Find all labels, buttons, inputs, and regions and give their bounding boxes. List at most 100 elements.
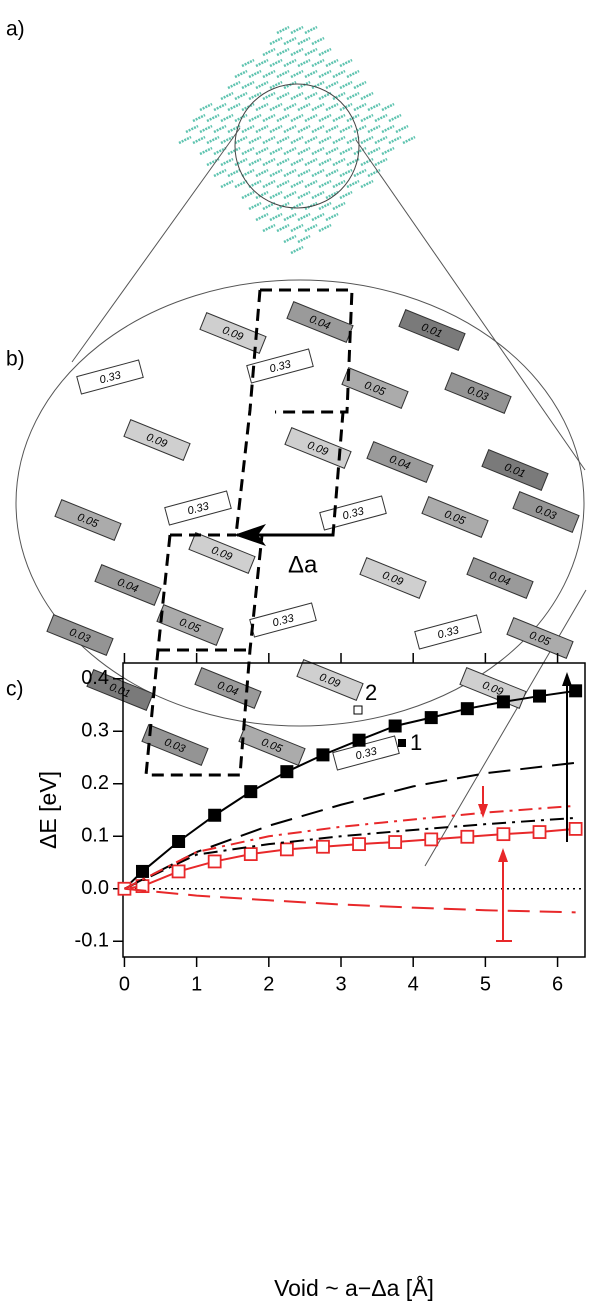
molecule-icon bbox=[248, 157, 262, 167]
point-marker bbox=[424, 711, 438, 725]
molecule: 0.04 bbox=[366, 441, 434, 483]
molecule-icon bbox=[220, 91, 234, 101]
y-tick-label: 0.3 bbox=[81, 720, 109, 742]
molecule-icon bbox=[318, 179, 332, 189]
molecule-icon bbox=[304, 223, 318, 233]
molecule-icon bbox=[346, 91, 360, 101]
molecule-icon bbox=[360, 135, 374, 145]
molecule-icon bbox=[304, 69, 318, 79]
molecule-icon bbox=[234, 179, 248, 189]
x-tick-label: 6 bbox=[552, 973, 563, 995]
molecule-icon bbox=[192, 113, 206, 123]
x-tick-label: 0 bbox=[119, 973, 130, 995]
x-axis-label: Void ~ a−Δa [Å] bbox=[274, 1274, 434, 1301]
molecule-icon bbox=[220, 135, 234, 145]
molecule-box bbox=[341, 367, 409, 409]
molecule-icon bbox=[311, 36, 325, 46]
molecule-icon bbox=[304, 157, 318, 167]
molecule-box bbox=[398, 309, 466, 351]
molecule-icon bbox=[262, 113, 276, 123]
molecule-icon bbox=[360, 157, 374, 167]
point-marker bbox=[533, 689, 547, 703]
molecule-icon bbox=[353, 146, 367, 156]
molecule-icon bbox=[234, 113, 248, 123]
molecule-icon bbox=[283, 124, 297, 134]
molecule-icon bbox=[346, 113, 360, 123]
molecule: 0.04 bbox=[466, 557, 534, 599]
molecule-box bbox=[421, 496, 489, 538]
molecule: 0.09 bbox=[359, 557, 427, 599]
molecule-icon bbox=[346, 157, 360, 167]
molecule: 0.33 bbox=[246, 348, 314, 384]
molecule: 0.04 bbox=[94, 564, 162, 606]
molecule-icon bbox=[248, 91, 262, 101]
molecule-box bbox=[76, 359, 144, 395]
molecule-icon bbox=[346, 69, 360, 79]
molecule-icon bbox=[276, 25, 290, 35]
molecule: 0.05 bbox=[238, 724, 306, 766]
molecule-icon bbox=[332, 201, 346, 211]
molecule: 0.09 bbox=[199, 312, 267, 354]
molecule-icon bbox=[346, 179, 360, 189]
molecule-icon bbox=[241, 80, 255, 90]
molecule-icon bbox=[402, 135, 416, 145]
molecule-icon bbox=[325, 190, 339, 200]
molecule-icon bbox=[255, 146, 269, 156]
molecule-icon bbox=[269, 146, 283, 156]
molecule-icon bbox=[283, 80, 297, 90]
molecule-icon bbox=[262, 91, 276, 101]
molecule-icon bbox=[304, 47, 318, 57]
molecule: 0.03 bbox=[141, 724, 209, 766]
molecule-icon bbox=[255, 212, 269, 222]
molecule: 0.03 bbox=[46, 614, 114, 656]
molecule-icon bbox=[346, 135, 360, 145]
molecule-icon bbox=[353, 168, 367, 178]
y-axis-label: ΔE [eV] bbox=[35, 771, 61, 849]
molecule-icon bbox=[241, 124, 255, 134]
molecule-box bbox=[466, 557, 534, 599]
molecule-icon bbox=[325, 124, 339, 134]
point-marker bbox=[568, 822, 583, 836]
molecule-icon bbox=[290, 25, 304, 35]
molecule-icon bbox=[227, 102, 241, 112]
point-marker bbox=[279, 842, 294, 857]
molecule-icon bbox=[276, 135, 290, 145]
molecule-icon bbox=[311, 168, 325, 178]
annotation-arrow-head bbox=[478, 804, 488, 818]
molecule-box bbox=[359, 557, 427, 599]
molecule-icon bbox=[255, 168, 269, 178]
zoom-circle bbox=[234, 83, 360, 209]
molecule-icon bbox=[213, 168, 227, 178]
molecule-icon bbox=[269, 36, 283, 46]
molecule-icon bbox=[381, 102, 395, 112]
x-tick-label: 3 bbox=[335, 973, 346, 995]
molecule-box bbox=[481, 449, 549, 491]
molecule-box bbox=[141, 724, 209, 766]
point-marker bbox=[388, 835, 403, 849]
series-line bbox=[124, 816, 576, 890]
molecule-icon bbox=[276, 223, 290, 233]
molecule-icon bbox=[353, 102, 367, 112]
molecule-label: 0.33 bbox=[98, 369, 123, 386]
molecule-icon bbox=[332, 113, 346, 123]
molecule-icon bbox=[262, 223, 276, 233]
molecule-icon bbox=[332, 135, 346, 145]
molecule-icon bbox=[248, 179, 262, 189]
molecule-icon bbox=[283, 190, 297, 200]
molecule-icon bbox=[332, 157, 346, 167]
molecule-icon bbox=[269, 80, 283, 90]
x-tick-label: 1 bbox=[191, 973, 202, 995]
molecule-icon bbox=[388, 135, 402, 145]
molecule-icon bbox=[290, 135, 304, 145]
molecule-icon bbox=[304, 201, 318, 211]
molecule-icon bbox=[290, 157, 304, 167]
molecule-icon bbox=[318, 91, 332, 101]
molecule: 0.05 bbox=[54, 499, 122, 541]
molecule-icon bbox=[311, 190, 325, 200]
point-marker bbox=[244, 785, 258, 799]
molecule: 0.05 bbox=[341, 367, 409, 409]
molecule-icon bbox=[269, 212, 283, 222]
molecule-box bbox=[188, 532, 256, 574]
molecule-icon bbox=[339, 168, 353, 178]
molecule-box bbox=[156, 604, 224, 646]
